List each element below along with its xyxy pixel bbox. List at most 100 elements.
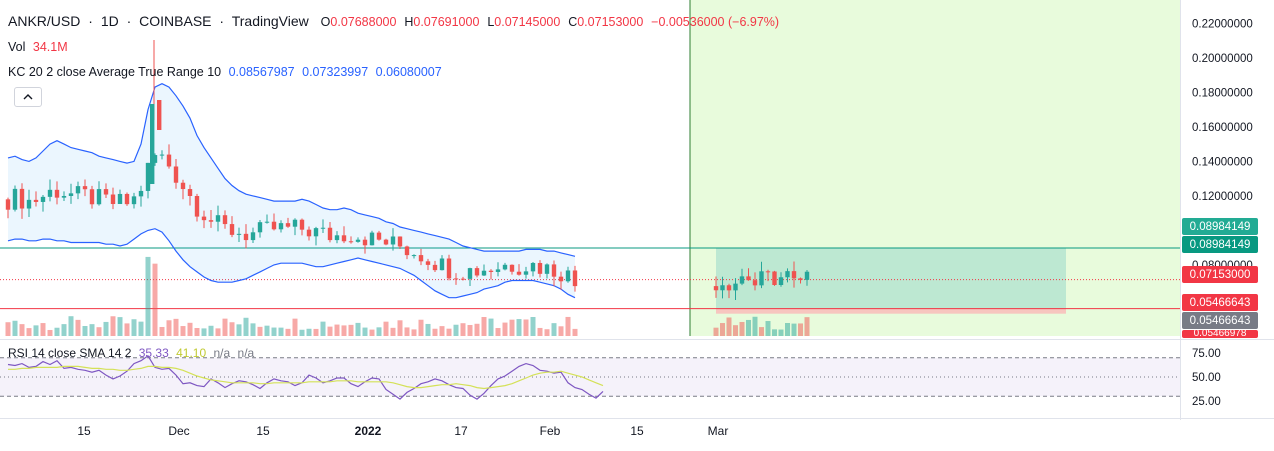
candle-body <box>313 228 319 237</box>
volume-bar <box>201 328 207 336</box>
volume-bar <box>778 329 784 336</box>
volume-bar <box>19 324 25 336</box>
candle-body <box>383 239 389 245</box>
keltner-band-fill <box>8 83 575 298</box>
candle-body <box>215 215 221 222</box>
high-value: 0.07691000 <box>413 15 480 29</box>
volume-bar <box>551 323 557 336</box>
open-label: O <box>320 15 331 29</box>
candle-body <box>166 154 172 167</box>
volume-bar <box>411 329 417 336</box>
open-value: 0.07688000 <box>330 15 397 29</box>
volume-bar <box>355 322 361 336</box>
volume-bar <box>187 322 193 336</box>
candle-body <box>194 195 200 217</box>
interval-label[interactable]: 1D <box>100 13 119 29</box>
legend-sep: · <box>219 13 225 29</box>
volume-bar <box>131 319 137 336</box>
badge-stop-line: 0.05466643 <box>1182 312 1258 329</box>
kc-label: KC 20 2 close Average True Range 10 <box>8 65 222 79</box>
volume-bar <box>759 327 764 336</box>
candle-body <box>404 246 410 256</box>
candle-body <box>558 276 564 282</box>
candle-body <box>376 232 382 240</box>
candle-body <box>292 219 298 227</box>
candle-body <box>278 223 284 230</box>
candle-body <box>544 264 550 274</box>
volume-bar <box>772 329 777 336</box>
kc-basis-value: 0.07323997 <box>302 65 369 79</box>
volume-bar <box>804 317 810 336</box>
volume-bar <box>488 318 494 336</box>
candle-body <box>411 255 417 257</box>
candles-group <box>5 144 810 300</box>
volume-bar <box>565 316 571 336</box>
time-axis-label: 15 <box>630 424 644 438</box>
volume-bar <box>334 324 340 336</box>
candle-body <box>804 271 810 280</box>
volume-bar <box>481 317 487 336</box>
volume-bar <box>194 328 200 336</box>
price-tick-label: 0.22000000 <box>1192 18 1253 30</box>
volume-bar <box>152 263 158 336</box>
volume-bar <box>733 325 738 336</box>
rsi-legend[interactable]: RSI 14 close SMA 14 2 35.33 41.10 n/a n/… <box>8 346 258 360</box>
candle-body <box>222 215 228 225</box>
volume-bar <box>453 324 459 336</box>
volume-bar <box>390 327 396 336</box>
volume-bar <box>397 320 403 336</box>
candle-body <box>89 189 95 205</box>
kc-legend[interactable]: KC 20 2 close Average True Range 10 0.08… <box>8 65 446 79</box>
volume-bar <box>75 319 81 336</box>
candle-body <box>124 193 130 205</box>
candle-body <box>341 235 347 242</box>
exchange-label: COINBASE <box>139 13 212 29</box>
volume-bar <box>40 323 46 336</box>
candle-body-spike <box>157 100 162 130</box>
candle-body <box>131 196 137 205</box>
candle-body <box>460 278 466 280</box>
candle-body <box>530 262 536 272</box>
candle-body <box>299 219 305 230</box>
kc-upper-value: 0.08567987 <box>228 65 295 79</box>
badge-target-line: 0.08984149 <box>1182 236 1258 253</box>
volume-bar <box>208 325 214 336</box>
rsi-tick-label: 25.00 <box>1192 396 1221 408</box>
candle-body <box>726 285 732 291</box>
candle-body <box>159 154 165 156</box>
volume-bar <box>257 326 263 336</box>
volume-legend[interactable]: Vol 34.1M <box>8 40 72 54</box>
candle-body <box>772 271 777 286</box>
candle-body <box>229 224 235 235</box>
badge-target-price: 0.08984149 <box>1182 218 1258 235</box>
price-tick-label: 0.20000000 <box>1192 53 1253 65</box>
rsi-na-2: n/a <box>237 346 255 360</box>
volume-bar <box>713 327 719 336</box>
rsi-tick-label: 75.00 <box>1192 348 1221 360</box>
volume-bar <box>544 329 550 336</box>
volume-bar <box>166 320 172 336</box>
candle-body <box>481 270 487 276</box>
candle-body <box>746 276 751 281</box>
volume-bar <box>439 326 445 336</box>
candle-body <box>96 189 102 205</box>
candle-body <box>733 283 738 291</box>
candle-body <box>285 223 291 227</box>
candle-body <box>516 271 522 275</box>
volume-bar <box>292 318 298 336</box>
rsi-value: 35.33 <box>138 346 169 360</box>
candle-body <box>236 233 242 235</box>
collapse-legend-button[interactable] <box>14 87 42 107</box>
volume-bar <box>180 326 186 336</box>
candle-body <box>68 193 74 196</box>
volume-bar <box>572 328 578 336</box>
volume-bar <box>96 327 102 336</box>
rsi-tick-label: 50.00 <box>1192 372 1221 384</box>
time-axis-label: 15 <box>77 424 91 438</box>
volume-bar <box>558 326 564 336</box>
symbol-name[interactable]: ANKR/USD <box>8 13 81 29</box>
candle-body <box>61 195 67 198</box>
rsi-label: RSI 14 close SMA 14 2 <box>8 346 132 360</box>
volume-bar <box>383 321 389 336</box>
